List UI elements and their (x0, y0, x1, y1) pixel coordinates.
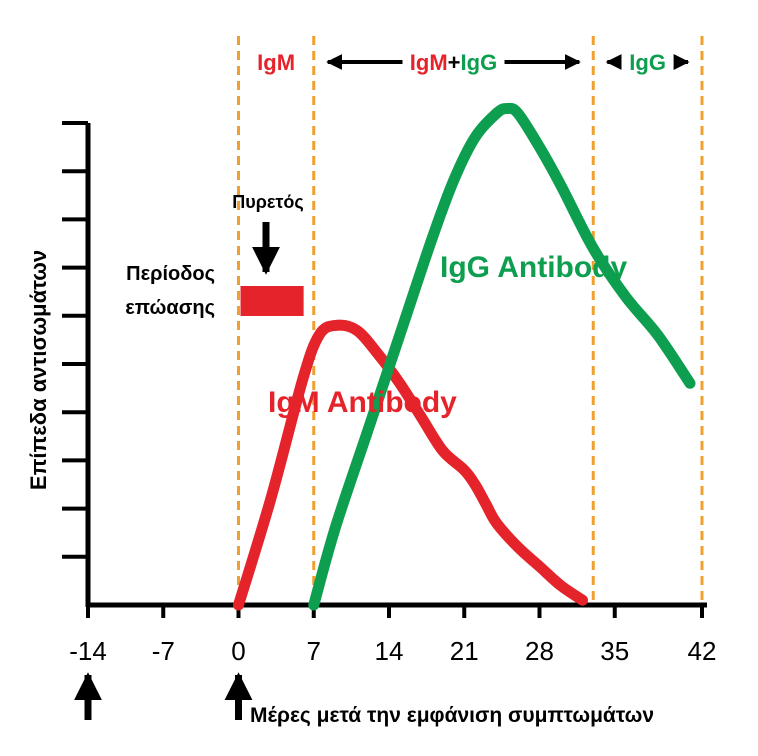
phase-label-part: IgM (410, 50, 448, 75)
x-tick-label: 35 (600, 636, 629, 666)
phase-label-part: IgG (629, 50, 666, 75)
phase-label-part: + (448, 50, 461, 75)
x-tick-label: 7 (307, 636, 321, 666)
x-tick-label: 21 (450, 636, 479, 666)
x-tick-label: -7 (152, 636, 175, 666)
x-tick-label: 0 (231, 636, 245, 666)
incubation-fever-bar (240, 286, 304, 316)
x-tick-label: 14 (375, 636, 404, 666)
series-label-igm: IgM Antibody (268, 386, 457, 419)
phase-label-part: IgG (461, 50, 498, 75)
x-tick-label: 28 (525, 636, 554, 666)
phase-label: IgM (257, 50, 295, 75)
phase-guides (237, 36, 704, 605)
incubation-label-line1: Περίοδος (126, 263, 215, 285)
x-axis-label: Μέρες μετά την εμφάνιση συμπτωμάτων (250, 704, 654, 727)
incubation-label-line2: επώασης (125, 297, 215, 319)
series-line-igm-antibody (233, 319, 588, 611)
phase-labels: IgM IgM+IgG IgG (257, 50, 690, 75)
y-axis-label: Επίπεδα αντισωμάτων (26, 250, 51, 490)
x-tick-label: 42 (688, 636, 717, 666)
fever-label: Πυρετός (232, 192, 304, 212)
annotations: IgM Antibody IgG Antibody (240, 222, 628, 419)
series-line-igg-antibody (308, 102, 696, 611)
series-lines (233, 102, 696, 611)
phase-label: IgM+IgG (410, 50, 497, 75)
phase-label: IgG (629, 50, 666, 75)
series-label-igg: IgG Antibody (440, 251, 628, 284)
axes: -14 -7 0 7 14 21 28 35 42 (62, 121, 717, 720)
phase-label-part: IgM (257, 50, 295, 75)
x-tick-label: -14 (69, 636, 107, 666)
